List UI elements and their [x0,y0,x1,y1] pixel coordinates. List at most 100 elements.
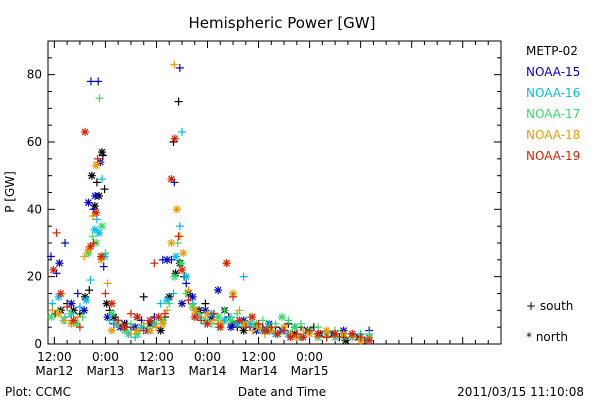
x-tick-label-time: 0:00 [296,350,323,364]
data-point-south [258,316,267,325]
data-point-north [133,313,142,322]
data-point-south [235,306,244,315]
data-point-south [254,319,263,328]
x-tick-label-date: Mar14 [189,364,227,378]
x-tick-label-time: 0:00 [92,350,119,364]
data-point-south [98,175,107,184]
data-point-north [82,296,91,305]
x-tick-label-date: Mar15 [291,364,329,378]
data-point-north [167,239,176,247]
data-point-north [216,323,225,332]
plot-timestamp: 2011/03/15 11:10:08 [457,385,584,399]
data-point-south [165,299,174,308]
x-tick-label-time: 12:00 [37,350,72,364]
data-point-north [190,306,199,315]
data-point-north [214,313,223,322]
data-point-south [92,178,101,187]
data-point-south [184,296,193,305]
data-point-north [107,309,116,318]
data-point-south [174,232,183,241]
y-tick-label: 80 [27,68,42,82]
x-tick-label-date: Mar12 [35,364,73,378]
y-tick-label: 20 [27,270,42,284]
data-point-south [95,94,104,103]
data-point-south [150,259,159,268]
data-point-north [222,259,231,268]
data-point-north [322,326,331,335]
data-point-north [190,313,199,322]
data-point-south [88,232,97,241]
series-noaa-15 [46,63,374,342]
data-point-south [94,77,103,86]
data-point-north [177,259,186,268]
data-point-south [175,222,184,231]
data-point-south [292,329,301,338]
data-point-south [61,316,70,325]
series-noaa-17 [47,94,374,342]
data-point-south [169,289,178,298]
data-point-south [297,319,306,328]
data-point-south [99,262,108,271]
data-points [46,60,374,345]
data-point-south [284,316,293,325]
data-point-south [66,309,75,318]
data-point-south [86,276,95,285]
data-point-south [126,329,135,338]
data-point-south [139,326,148,335]
data-point-south [101,249,110,258]
data-point-north [107,299,116,308]
data-point-north [299,333,308,342]
data-point-south [184,286,193,295]
data-point-north [172,252,181,261]
data-point-south [101,289,110,298]
data-point-north [177,265,186,274]
data-point-north [154,313,163,322]
data-point-south [170,60,179,69]
data-point-south [197,316,206,325]
data-point-south [248,326,257,335]
data-point-north [133,326,142,335]
data-point-south [86,77,95,86]
data-point-north [331,329,340,338]
data-point-south [209,309,218,318]
legend: METP-02 NOAA-15 NOAA-16 NOAA-17 NOAA-18 NOAA-… [526,44,580,163]
data-point-south [314,323,323,332]
data-point-south [356,333,365,342]
data-point-north [214,286,223,295]
data-point-south [93,154,102,163]
data-point-south [139,319,148,328]
data-point-north [49,265,58,274]
data-point-south [175,63,184,72]
data-point-south [114,316,123,325]
data-point-north [314,329,323,338]
data-point-north [80,306,89,315]
data-point-south [88,212,97,221]
data-point-south [48,299,57,308]
symbol-legend-entry: * north [526,330,568,344]
data-point-south [98,151,107,160]
data-point-south [85,286,94,295]
data-point-north [179,249,188,258]
data-point-south [177,127,186,136]
data-point-south [271,319,280,328]
data-point-north [107,326,116,335]
data-point-south [80,252,89,261]
data-point-north [172,205,181,214]
data-point-south [89,239,98,247]
data-point-north [95,228,104,237]
y-tick-label: 40 [27,202,42,216]
data-point-south [322,333,331,342]
data-point-south [63,302,72,311]
y-axis: 0 20 40 60 80 [27,40,501,351]
data-point-north [81,127,90,136]
legend-entry: NOAA-16 [526,86,580,100]
data-point-north [170,134,179,143]
data-point-north [98,222,107,231]
data-point-north [69,316,78,325]
x-tick-label-time: 12:00 [241,350,276,364]
data-point-north [365,336,374,345]
data-point-north [226,323,235,332]
data-point-north [273,329,282,338]
legend-entry: NOAA-15 [526,65,580,79]
